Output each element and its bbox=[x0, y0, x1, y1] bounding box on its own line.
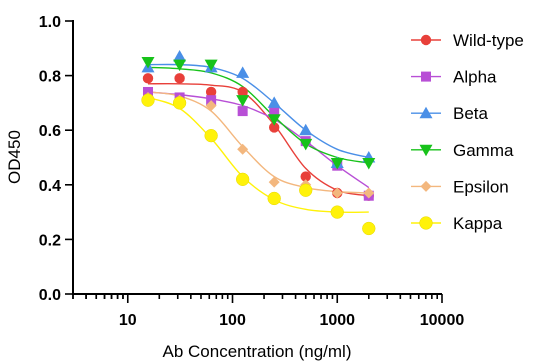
y-tick-label: 0.8 bbox=[39, 69, 61, 86]
data-point bbox=[172, 96, 187, 110]
data-point bbox=[205, 86, 217, 98]
x-axis-title: Ab Concentration (ng/ml) bbox=[163, 342, 352, 361]
data-point bbox=[363, 187, 375, 199]
legend-label: Gamma bbox=[453, 141, 514, 160]
y-tick-label: 0.4 bbox=[39, 178, 61, 195]
data-point bbox=[174, 73, 185, 84]
x-tick-label: 1000 bbox=[319, 312, 355, 329]
y-tick-label: 0.6 bbox=[39, 123, 61, 140]
data-point bbox=[330, 157, 344, 170]
series-wild-type bbox=[142, 73, 374, 201]
legend-item-beta: Beta bbox=[411, 104, 489, 123]
data-point bbox=[205, 100, 217, 112]
data-point bbox=[268, 122, 280, 133]
series-gamma bbox=[141, 56, 376, 170]
axes bbox=[72, 20, 442, 295]
data-point bbox=[362, 157, 376, 170]
legend-label: Alpha bbox=[453, 68, 497, 87]
legend: Wild-type Alpha Beta Gamma Epsilon Kappa bbox=[411, 31, 524, 233]
data-point bbox=[331, 187, 343, 199]
data-point bbox=[267, 191, 281, 206]
data-point bbox=[236, 66, 250, 78]
legend-item-gamma: Gamma bbox=[411, 141, 514, 160]
data-point bbox=[299, 138, 313, 151]
legend-marker bbox=[421, 71, 431, 82]
legend-marker bbox=[419, 144, 433, 157]
y-tick-label: 0.0 bbox=[39, 287, 61, 304]
data-point bbox=[299, 123, 313, 136]
data-point bbox=[237, 143, 249, 155]
fit-curve-gamma bbox=[147, 66, 369, 164]
data-point bbox=[204, 129, 218, 143]
data-point bbox=[300, 171, 311, 182]
y-tick-label: 0.2 bbox=[39, 232, 61, 249]
data-point bbox=[269, 106, 280, 117]
data-point bbox=[299, 183, 313, 197]
data-point bbox=[362, 221, 376, 236]
data-point bbox=[142, 73, 154, 84]
legend-marker bbox=[420, 34, 432, 46]
legend-label: Beta bbox=[453, 104, 489, 123]
data-point bbox=[267, 96, 281, 108]
y-tick-label: 1.0 bbox=[39, 14, 61, 31]
y-axis-title: OD450 bbox=[5, 130, 24, 184]
data-point bbox=[173, 59, 187, 72]
legend-label: Wild-type bbox=[453, 31, 524, 50]
data-point bbox=[237, 86, 248, 98]
x-ticks: 10 100 1000 10000 bbox=[72, 294, 465, 329]
series-kappa bbox=[141, 93, 376, 236]
legend-marker bbox=[419, 216, 433, 230]
legend-item-epsilon: Epsilon bbox=[411, 177, 509, 196]
x-tick-label: 100 bbox=[219, 312, 246, 329]
x-tick-label: 10000 bbox=[420, 312, 465, 329]
data-point bbox=[236, 95, 250, 107]
data-point bbox=[237, 106, 248, 117]
data-point bbox=[268, 176, 280, 188]
y-ticks: 0.0 0.2 0.4 0.6 0.8 1.0 bbox=[39, 14, 73, 304]
legend-marker bbox=[420, 180, 432, 192]
data-point bbox=[173, 49, 187, 62]
legend-label: Kappa bbox=[453, 214, 503, 233]
data-point bbox=[141, 93, 155, 107]
data-point bbox=[236, 172, 250, 186]
legend-item-kappa: Kappa bbox=[411, 214, 503, 233]
data-point bbox=[267, 114, 281, 126]
x-tick-label: 10 bbox=[119, 312, 137, 329]
data-point bbox=[204, 59, 218, 72]
data-point bbox=[141, 56, 155, 69]
legend-label: Epsilon bbox=[453, 177, 509, 196]
legend-marker bbox=[419, 106, 433, 119]
legend-item-alpha: Alpha bbox=[411, 68, 497, 87]
legend-item-wild-type: Wild-type bbox=[411, 31, 524, 50]
data-point bbox=[330, 205, 344, 219]
data-points bbox=[141, 49, 376, 236]
